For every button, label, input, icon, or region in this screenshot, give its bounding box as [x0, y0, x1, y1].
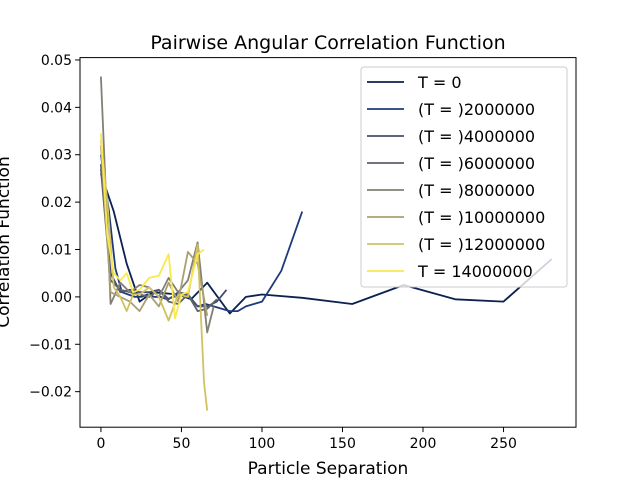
legend-items: T = 0 (T = )2000000 (T = )4000000 (T = )600… [367, 73, 545, 281]
x-axis-ticks: 0 50 100 150 200 250 [96, 427, 517, 452]
legend-label-2: (T = )4000000 [418, 127, 535, 146]
x-tick-label: 150 [329, 436, 356, 452]
y-tick-label: 0.02 [41, 195, 72, 211]
series-line-3 [100, 168, 218, 313]
y-tick-label: 0.04 [41, 100, 72, 116]
y-tick-label: 0.01 [41, 243, 72, 259]
chart-title: Pairwise Angular Correlation Function [150, 32, 505, 54]
y-axis-ticks: −0.02 −0.01 0.00 0.01 0.02 0.03 0.04 0.05 [29, 53, 80, 401]
x-tick-label: 100 [249, 436, 276, 452]
x-axis-label: Particle Separation [248, 459, 409, 479]
y-tick-label: −0.01 [29, 337, 72, 353]
legend-label-3: (T = )6000000 [418, 154, 535, 173]
plot-frame [79, 57, 577, 428]
series-layer [100, 76, 553, 411]
y-tick-label: 0.03 [41, 148, 72, 164]
y-tick-label: 0.05 [41, 53, 72, 69]
legend: T = 0 (T = )2000000 (T = )4000000 (T = )600… [360, 66, 568, 288]
legend-label-1: (T = )2000000 [418, 100, 535, 119]
x-tick-label: 250 [490, 436, 517, 452]
y-axis-label: Correlation Function [0, 156, 14, 327]
legend-label-7: T = 14000000 [417, 262, 533, 281]
x-tick-label: 50 [173, 436, 191, 452]
legend-label-0: T = 0 [417, 73, 462, 92]
y-tick-label: 0.00 [41, 290, 72, 306]
legend-label-6: (T = )12000000 [418, 235, 545, 254]
series-line-7 [100, 133, 205, 320]
legend-frame [360, 66, 568, 288]
series-line-6 [100, 140, 209, 411]
x-tick-label: 0 [96, 436, 105, 452]
y-tick-label: −0.02 [29, 385, 72, 401]
legend-label-5: (T = )10000000 [418, 208, 545, 227]
x-tick-label: 200 [410, 436, 437, 452]
legend-label-4: (T = )8000000 [418, 181, 535, 200]
